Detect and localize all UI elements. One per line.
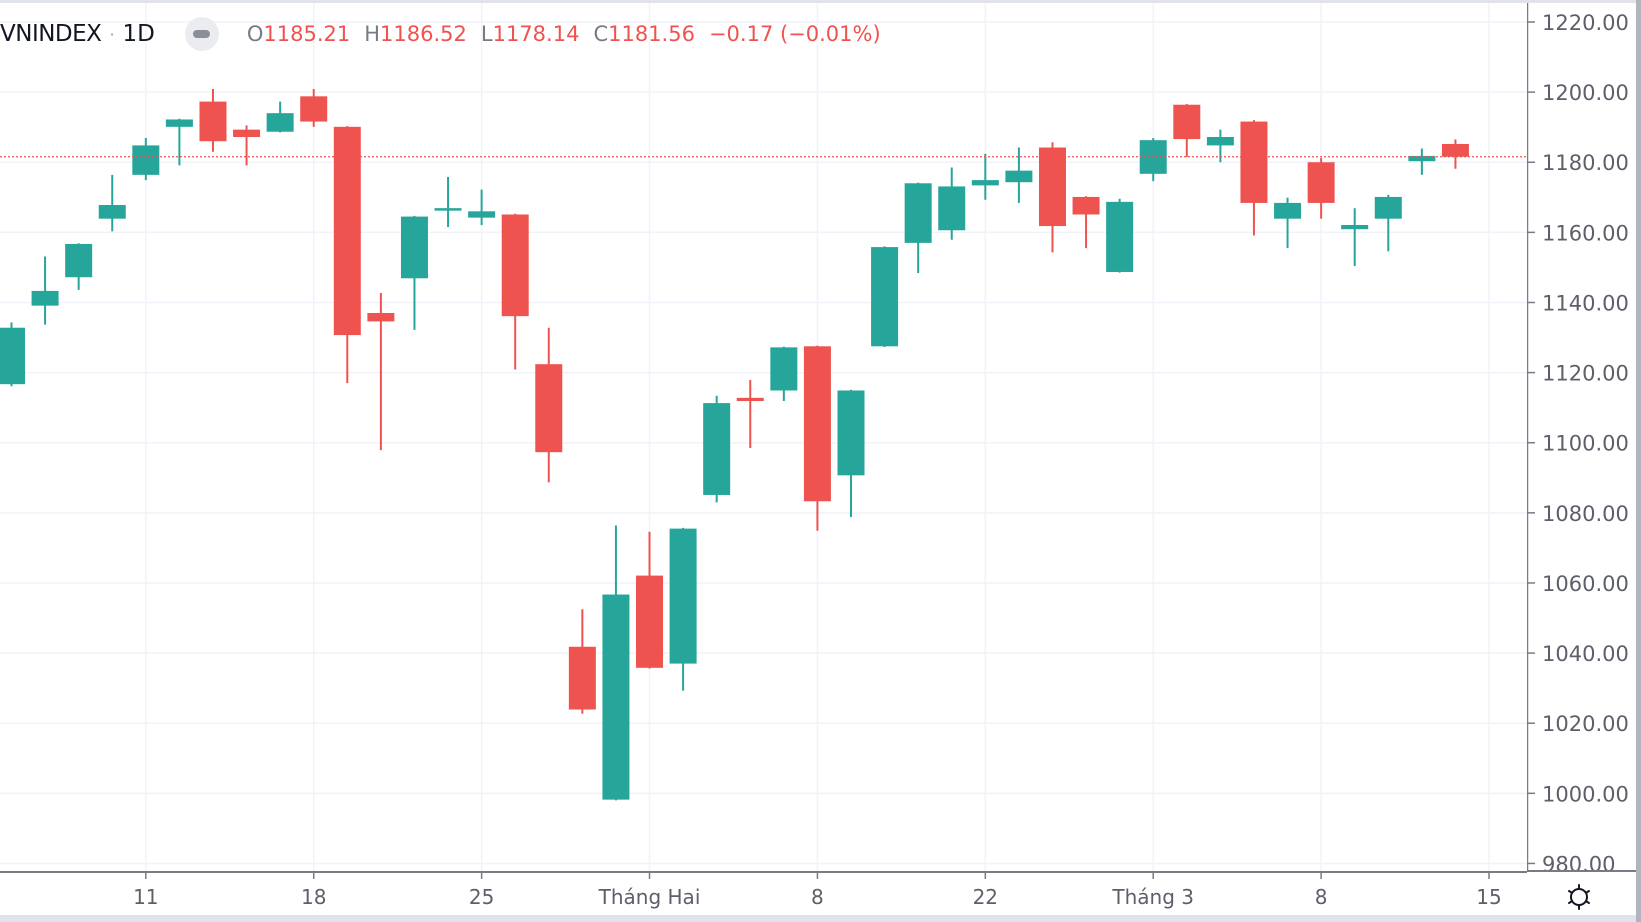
candle xyxy=(770,346,798,401)
candle xyxy=(1274,197,1302,249)
svg-text:8: 8 xyxy=(1315,885,1328,909)
candle xyxy=(165,118,193,166)
svg-text:1060.00: 1060.00 xyxy=(1542,572,1629,596)
high-value: 1186.52 xyxy=(380,22,467,46)
svg-text:1160.00: 1160.00 xyxy=(1542,221,1629,245)
candle xyxy=(1341,208,1369,267)
candle xyxy=(31,256,59,325)
separator-dot: · xyxy=(109,24,115,44)
close-value: 1181.56 xyxy=(608,22,695,46)
axis-corner-line xyxy=(1527,870,1636,872)
minus-icon xyxy=(193,30,211,38)
svg-text:11: 11 xyxy=(133,885,158,909)
candle xyxy=(65,243,93,290)
candle xyxy=(501,213,529,370)
open-value: 1185.21 xyxy=(263,22,351,46)
candle xyxy=(1441,139,1469,169)
low-value: 1178.14 xyxy=(492,22,580,46)
candle xyxy=(837,389,865,518)
candle xyxy=(602,525,630,801)
svg-text:1180.00: 1180.00 xyxy=(1542,151,1629,175)
ohlc-values: O1185.21 H1186.52 L1178.14 C1181.56 xyxy=(247,22,695,46)
svg-text:22: 22 xyxy=(973,885,998,909)
candle xyxy=(400,215,428,330)
svg-text:25: 25 xyxy=(469,885,494,909)
candle xyxy=(1374,194,1402,252)
top-border xyxy=(0,0,1641,3)
settings-gear-icon[interactable] xyxy=(1563,881,1595,913)
svg-text:Tháng Hai: Tháng Hai xyxy=(598,885,701,909)
candle xyxy=(300,88,328,127)
candle xyxy=(132,138,160,181)
time-axis[interactable]: 11 18 25 Tháng Hai 8 22 Tháng 3 8 15 xyxy=(0,871,1527,915)
candle xyxy=(367,293,395,451)
candle xyxy=(703,395,731,503)
candle xyxy=(1139,138,1167,182)
svg-text:1100.00: 1100.00 xyxy=(1542,432,1629,456)
svg-text:1020.00: 1020.00 xyxy=(1542,712,1629,736)
close-label: C xyxy=(593,22,609,46)
candles xyxy=(0,88,1469,801)
svg-text:1080.00: 1080.00 xyxy=(1542,502,1629,526)
candle xyxy=(266,101,294,133)
collapse-legend-button[interactable] xyxy=(184,17,219,51)
candle xyxy=(535,327,563,483)
price-change: −0.17 (−0.01%) xyxy=(708,22,881,46)
symbol-name[interactable]: VNINDEX xyxy=(0,21,102,47)
bottom-border xyxy=(0,915,1641,922)
price-axis-labels: 1220.00 1200.00 1180.00 1160.00 1140.00 1120.… xyxy=(1527,11,1629,871)
candlestick-plot[interactable] xyxy=(0,3,1527,871)
chart-legend: VNINDEX · 1D O1185.21 H1186.52 L1178.14 … xyxy=(0,14,881,54)
candle xyxy=(333,126,361,384)
low-label: L xyxy=(480,22,493,46)
high-label: H xyxy=(364,22,381,46)
svg-text:1200.00: 1200.00 xyxy=(1542,81,1629,105)
open-label: O xyxy=(246,22,264,46)
candle xyxy=(871,246,899,348)
candle xyxy=(1240,120,1268,236)
candle xyxy=(98,174,126,232)
candle xyxy=(669,527,697,691)
candle xyxy=(971,153,999,200)
svg-text:1140.00: 1140.00 xyxy=(1542,291,1629,315)
svg-text:980.00: 980.00 xyxy=(1542,852,1615,871)
candle xyxy=(233,125,261,166)
candle xyxy=(434,176,462,228)
candle xyxy=(1106,198,1134,273)
svg-text:1120.00: 1120.00 xyxy=(1542,362,1629,386)
interval-label[interactable]: 1D xyxy=(122,21,155,47)
svg-text:8: 8 xyxy=(811,885,824,909)
candle xyxy=(938,167,966,240)
candle xyxy=(568,609,596,714)
right-scrollbar[interactable] xyxy=(1636,0,1641,922)
candle xyxy=(1408,148,1436,175)
svg-text:Tháng 3: Tháng 3 xyxy=(1111,885,1194,909)
candle xyxy=(904,182,932,274)
svg-text:1220.00: 1220.00 xyxy=(1542,11,1629,35)
candle xyxy=(468,189,496,225)
horizontal-gridlines xyxy=(0,21,1527,865)
candle xyxy=(636,531,664,669)
price-axis[interactable]: 1220.00 1200.00 1180.00 1160.00 1140.00 1120.… xyxy=(1527,3,1636,871)
candle xyxy=(199,88,227,152)
time-axis-labels: 11 18 25 Tháng Hai 8 22 Tháng 3 8 15 xyxy=(133,872,1502,909)
svg-text:1040.00: 1040.00 xyxy=(1542,642,1629,666)
candle xyxy=(1005,147,1033,203)
candle xyxy=(1307,158,1335,219)
candle xyxy=(1072,196,1100,249)
candle xyxy=(0,322,25,387)
candle xyxy=(1038,142,1066,253)
candle xyxy=(736,379,764,448)
candle xyxy=(803,345,831,531)
svg-text:15: 15 xyxy=(1476,885,1501,909)
candle xyxy=(1173,104,1201,157)
svg-text:18: 18 xyxy=(301,885,326,909)
svg-text:1000.00: 1000.00 xyxy=(1542,782,1629,806)
